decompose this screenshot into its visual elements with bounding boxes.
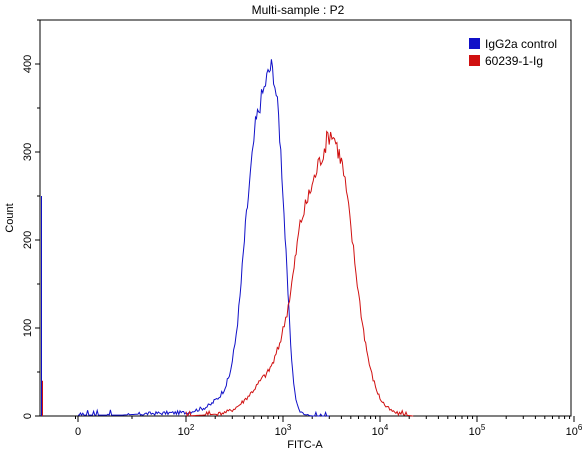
y-tick-label: 300 xyxy=(22,143,34,161)
chart-title: Multi-sample : P2 xyxy=(252,3,345,17)
series-line-sample xyxy=(185,130,414,417)
series-line-control xyxy=(78,59,330,417)
y-tick-label: 100 xyxy=(22,319,34,337)
series-layer xyxy=(41,59,414,417)
x-tick-label: 0 xyxy=(75,426,81,438)
legend-label: 60239-1-Ig xyxy=(485,54,543,68)
plot-frame xyxy=(39,19,572,417)
x-axis-ticks: 0 102 103 104 105 106 xyxy=(75,416,583,438)
x-tick-label: 104 xyxy=(372,423,389,438)
x-tick-label: 103 xyxy=(275,423,292,438)
x-axis-label: FITC-A xyxy=(287,439,323,451)
y-tick-label: 200 xyxy=(22,231,34,249)
legend-label: IgG2a control xyxy=(485,37,557,51)
x-tick-label: 106 xyxy=(566,423,583,438)
y-axis-ticks: 0 100 200 300 400 xyxy=(22,19,40,419)
y-tick-label: 400 xyxy=(22,55,34,73)
legend-swatch xyxy=(469,55,480,66)
y-axis-label: Count xyxy=(4,203,16,232)
legend-swatch xyxy=(469,38,480,49)
x-tick-label: 102 xyxy=(178,423,195,438)
x-tick-label: 105 xyxy=(469,423,486,438)
legend: IgG2a control 60239-1-Ig xyxy=(469,37,557,68)
y-tick-label: 0 xyxy=(22,413,34,419)
